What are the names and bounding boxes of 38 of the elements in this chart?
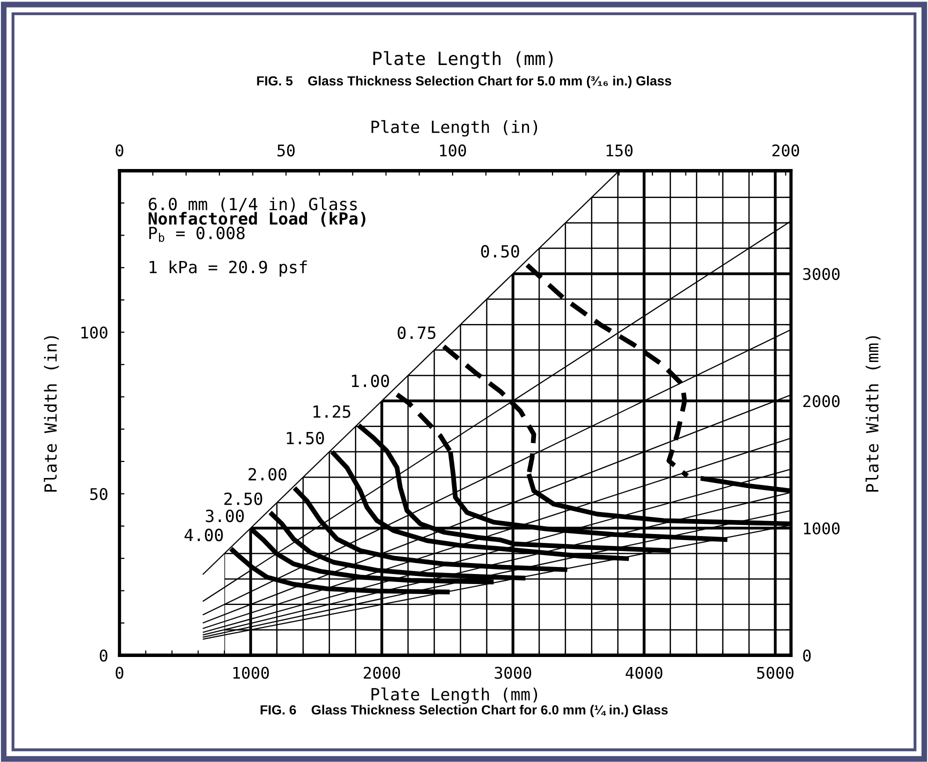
text: Plate Length (mm): [373, 51, 553, 69]
x2-tick-label: 50: [278, 144, 295, 156]
y2-tick-label: 2000: [803, 395, 840, 408]
x2-axis-title: Plate Length (in): [372, 120, 538, 137]
series-label: 1.00: [352, 374, 389, 388]
x-tick-label: 5000: [757, 666, 794, 679]
y2-tick-label: 0: [803, 650, 811, 662]
series-label: 2.50: [224, 492, 262, 506]
caption: FIG. 5 Glass Thickness Selection Chart for 5.0 mm (³⁄₁₆ in.) Glass: [257, 76, 672, 88]
x-tick-label: 3000: [494, 666, 532, 679]
y-tick-label: 100: [81, 326, 108, 339]
x-tick-label: 2000: [364, 666, 400, 679]
annotation: 6.0 mm (1/4 in) Glass: [148, 197, 357, 212]
x-tick-label: 0: [116, 666, 124, 679]
series-label: 3.00: [206, 510, 244, 522]
series-label: 1.25: [314, 405, 350, 418]
x2-tick-label: 0: [116, 144, 124, 156]
x-tick-label: 1000: [233, 666, 269, 679]
y-axis-title: Plate Width (in): [44, 336, 59, 492]
annotation: Nonfactored Load (kPa): [148, 212, 366, 227]
series-label: 4.00: [184, 528, 223, 542]
annotation: 1 kPa = 20.9 psf: [150, 260, 307, 277]
x2-tick-label: 100: [440, 144, 466, 156]
series-label: 2.00: [248, 468, 286, 481]
x-axis-title: Plate Length (mm): [372, 688, 538, 704]
y-tick-label: 50: [90, 488, 108, 500]
series-label: 0.75: [398, 326, 436, 340]
x2-tick-label: 150: [606, 144, 633, 156]
y-tick-label: 0: [100, 650, 108, 662]
series-label: 0.50: [481, 245, 520, 258]
y2-tick-label: 3000: [803, 268, 840, 280]
text: FIG. 6 Glass Thickness Selection Chart for 6.0 mm (¼ in.) Glass: [260, 704, 668, 718]
series-label: 1.50: [286, 432, 324, 444]
y2-axis-title: Plate Width (mm): [866, 336, 881, 492]
y2-tick-label: 1000: [804, 522, 840, 534]
x2-tick-label: 200: [772, 144, 800, 156]
annotation: P$_{b}$ = 0.008: [149, 226, 245, 242]
x-tick-label: 4000: [626, 666, 662, 679]
